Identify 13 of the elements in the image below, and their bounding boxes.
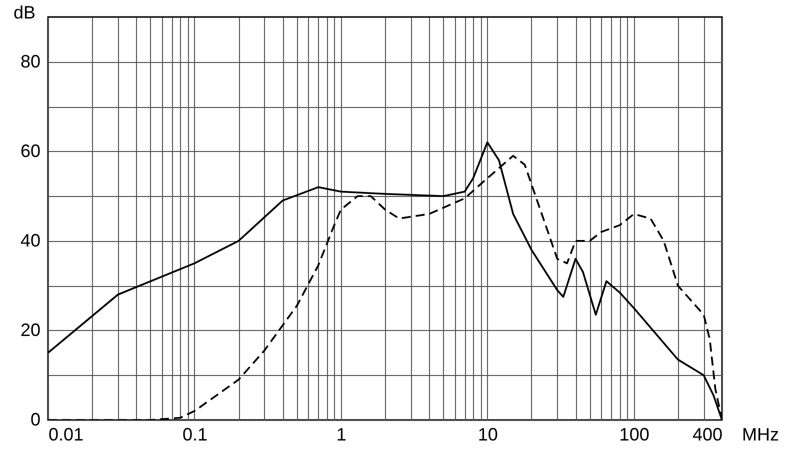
- y-tick-label: 40: [20, 230, 40, 250]
- x-tick-label: 10: [478, 424, 498, 444]
- x-tick-label: 400: [692, 424, 722, 444]
- x-tick-label: 0.1: [182, 424, 208, 444]
- x-tick-label: 100: [619, 424, 650, 444]
- y-tick-label: 80: [20, 51, 40, 72]
- x-tick-label: 0.01: [48, 424, 84, 444]
- y-tick-label: 20: [20, 320, 40, 340]
- x-axis-title: MHz: [742, 424, 779, 444]
- x-tick-label: 1: [336, 424, 346, 444]
- y-axis-title: dB: [13, 2, 36, 22]
- y-tick-label: 0: [30, 410, 40, 430]
- y-tick-label: 60: [20, 140, 40, 161]
